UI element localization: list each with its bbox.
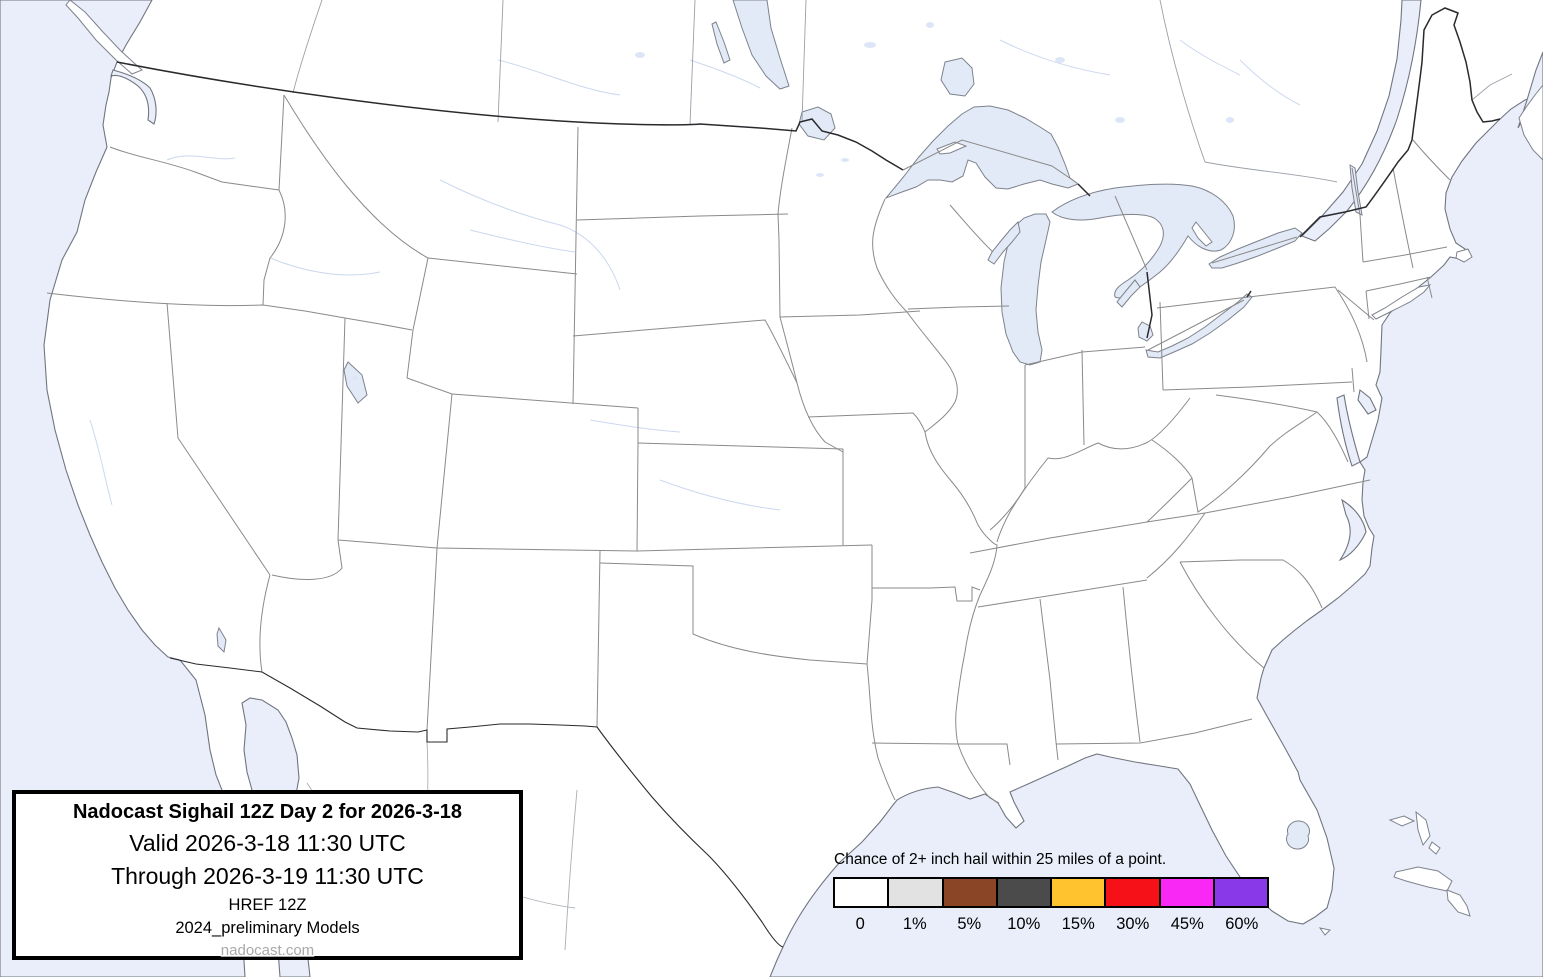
legend-swatch <box>833 877 890 908</box>
green-bay <box>987 220 1021 265</box>
bahamas-island <box>1428 841 1441 855</box>
legend-swatch <box>1104 877 1161 908</box>
lakes-group <box>216 0 1363 850</box>
lake-winnipeg <box>732 0 790 90</box>
legend-swatch <box>887 877 944 908</box>
pamlico-sound <box>1338 498 1367 562</box>
cuba <box>1446 889 1471 917</box>
rivers-group <box>89 22 1301 511</box>
long-island <box>1371 284 1432 320</box>
international-borders <box>116 7 1501 948</box>
legend-label: 0 <box>855 915 865 933</box>
bruce-peninsula <box>1191 221 1213 247</box>
islands-group <box>65 0 1543 936</box>
forecast-valid-time: Valid 2026-3-18 11:30 UTC <box>129 830 406 856</box>
legend-label: 60% <box>1225 915 1259 933</box>
nova-scotia <box>1518 84 1543 161</box>
bahamas-island <box>1415 810 1431 847</box>
legend-swatch <box>941 877 998 908</box>
great-salt-lake <box>343 361 368 404</box>
lake-manitoba <box>711 21 731 64</box>
legend-labels: 0 1% 5% 10% 15% 30% 45% 60% <box>833 915 1269 934</box>
canada-province-borders <box>292 0 1513 183</box>
bahamas-island <box>1388 815 1416 827</box>
legend-title: Chance of 2+ inch hail within 25 miles o… <box>834 851 1167 868</box>
forecast-models-note: 2024_preliminary Models <box>175 919 360 937</box>
forecast-title-box: Nadocast Sighail 12Z Day 2 for 2026-3-18… <box>12 790 523 960</box>
isle-royale <box>936 141 968 155</box>
website-link-row: nadocast.com <box>16 942 519 959</box>
lake-ontario <box>1208 227 1303 269</box>
legend-label: 30% <box>1116 915 1150 933</box>
cape-cod <box>1455 248 1473 263</box>
legend-swatch <box>1212 877 1269 908</box>
legend-swatch <box>1158 877 1215 908</box>
vancouver-island <box>65 0 143 75</box>
saginaw-bay <box>1116 279 1141 308</box>
legend-label: 10% <box>1007 915 1041 933</box>
hail-probability-legend: Chance of 2+ inch hail within 25 miles o… <box>833 851 1269 934</box>
puget-sound <box>110 69 157 125</box>
legend-label: 15% <box>1061 915 1095 933</box>
legend-swatches <box>833 877 1269 908</box>
florida-keys <box>1318 927 1332 936</box>
state-borders <box>46 94 1451 804</box>
salton-sea <box>216 626 227 654</box>
forecast-model: HREF 12Z <box>228 896 307 914</box>
forecast-through-time: Through 2026-3-19 11:30 UTC <box>111 863 424 889</box>
chesapeake-bay <box>1336 394 1361 467</box>
legend-label: 5% <box>957 915 982 933</box>
lake-okeechobee <box>1286 820 1310 850</box>
legend-swatch <box>995 877 1052 908</box>
nadocast-link[interactable]: nadocast.com <box>220 942 315 959</box>
st-lawrence-river <box>1301 0 1422 242</box>
legend-swatch <box>1050 877 1107 908</box>
legend-label: 1% <box>902 915 927 933</box>
forecast-title: Nadocast Sighail 12Z Day 2 for 2026-3-18 <box>72 801 463 823</box>
lake-nipigon <box>940 57 975 97</box>
legend-label: 45% <box>1170 915 1204 933</box>
delaware-bay <box>1357 389 1377 415</box>
